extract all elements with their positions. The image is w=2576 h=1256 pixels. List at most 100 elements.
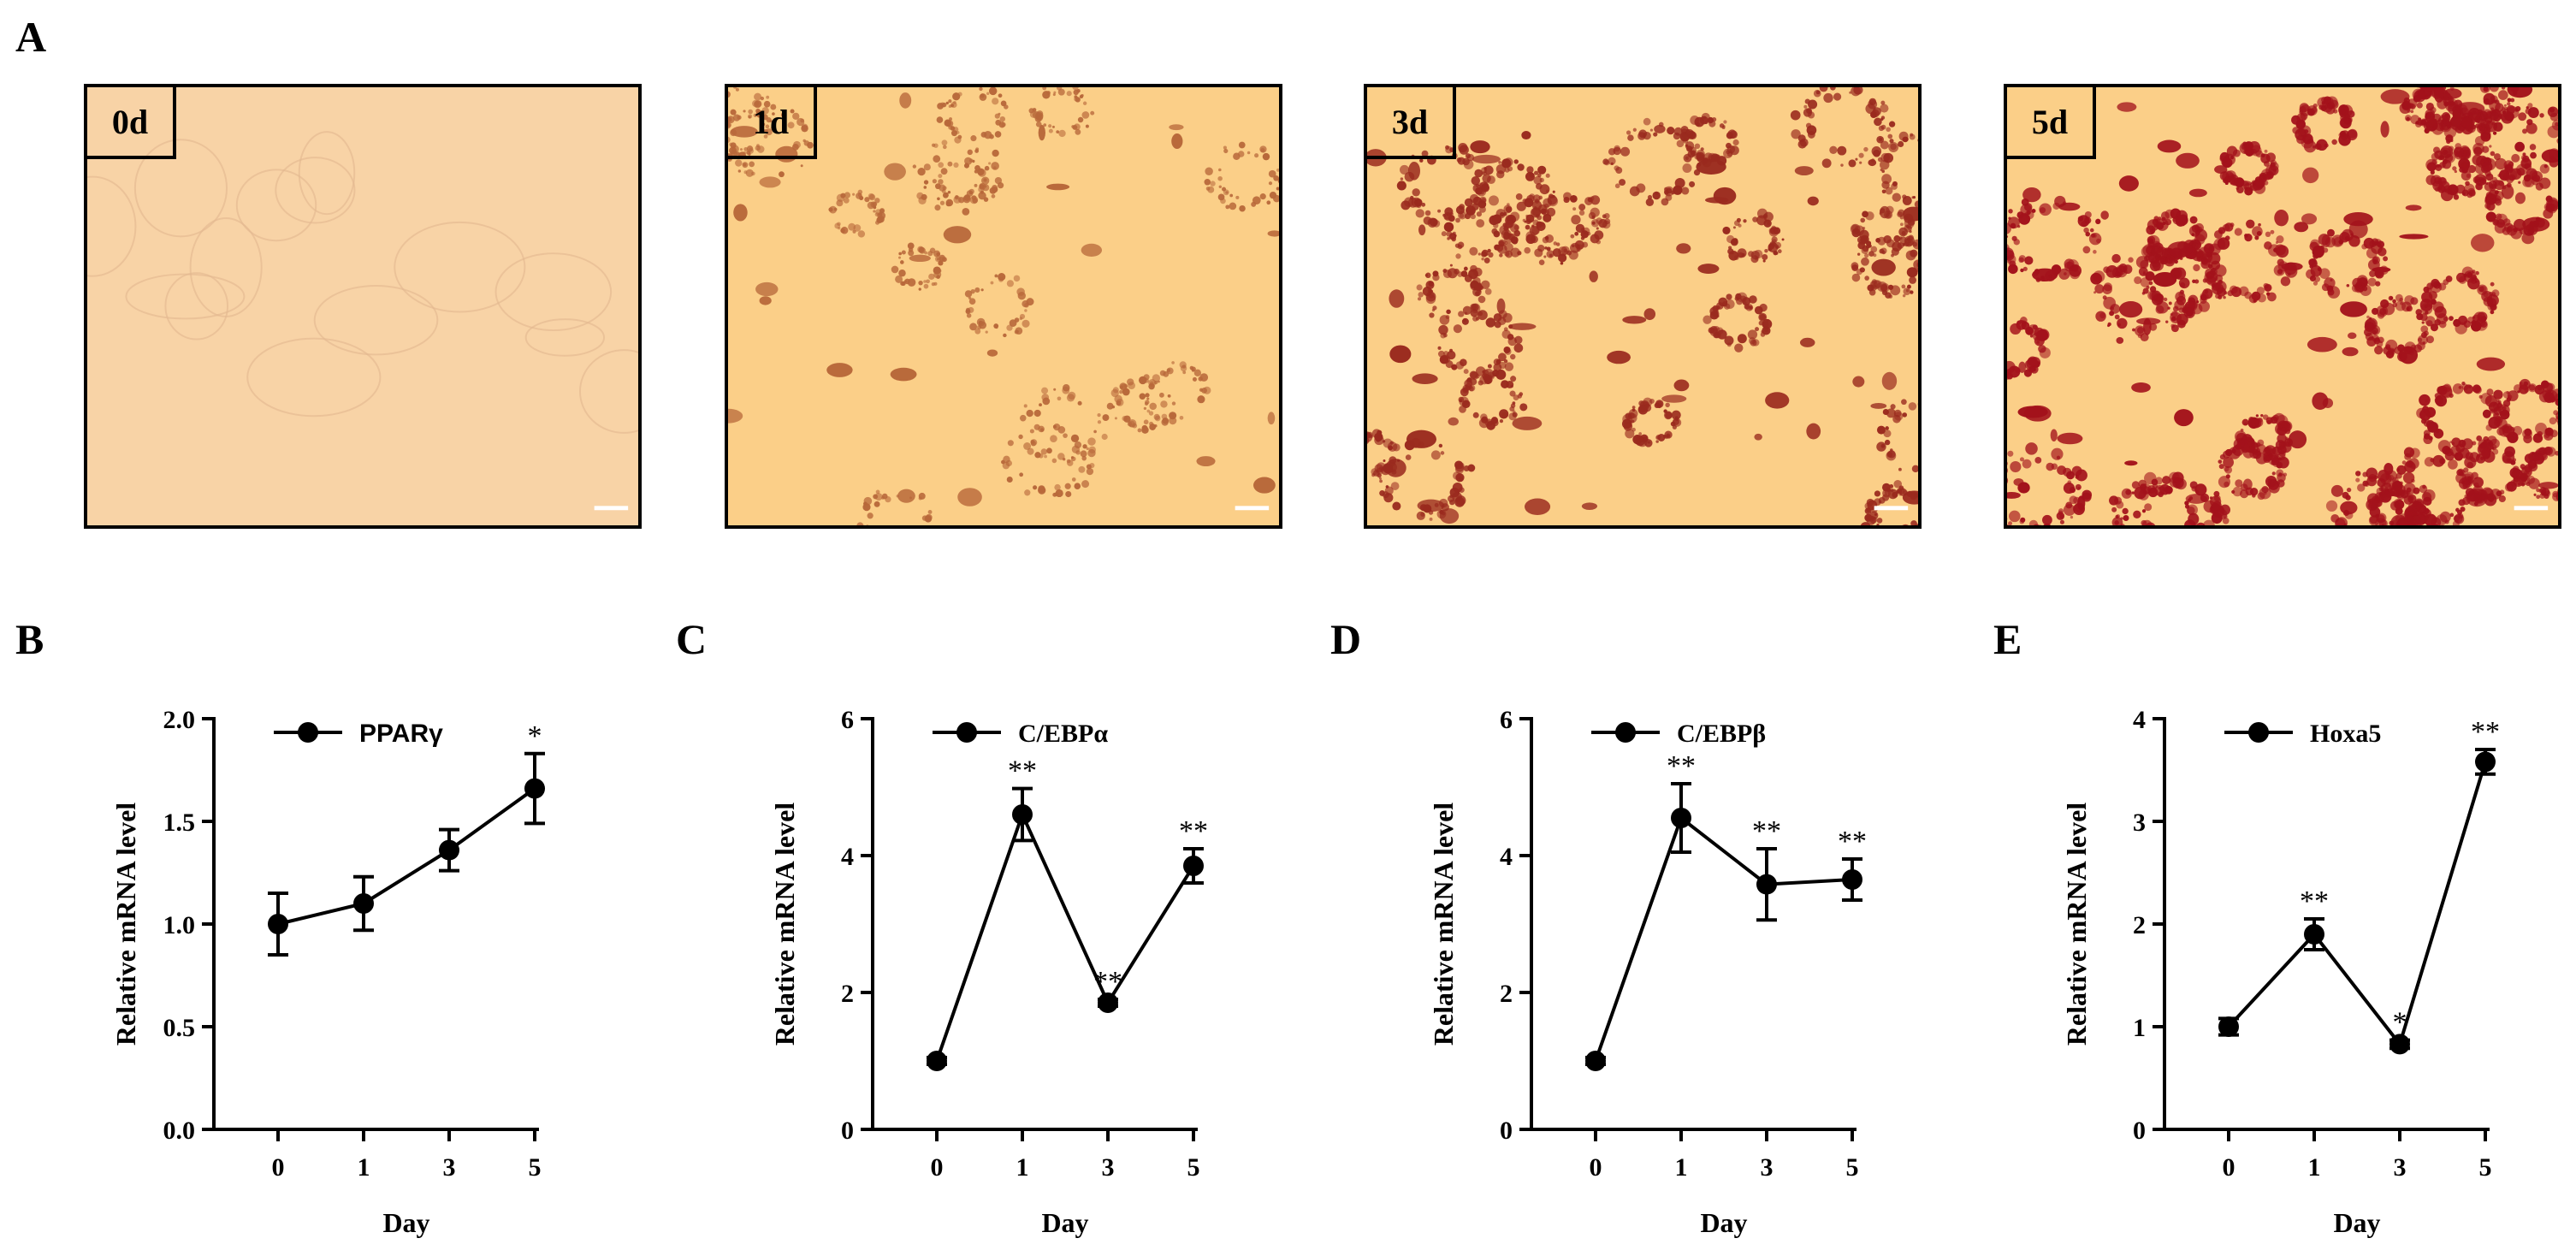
- lipid-droplet: [2526, 122, 2538, 134]
- lipid-droplet: [2102, 295, 2107, 300]
- lipid-droplet: [1217, 193, 1225, 201]
- lipid-droplet: [2478, 394, 2483, 399]
- lipid-droplet: [2200, 259, 2211, 270]
- y-tick-label: 1: [2133, 1014, 2146, 1042]
- lipid-droplet: [857, 230, 866, 238]
- lipid-droplet: [2223, 457, 2235, 468]
- y-tick-label: 2.0: [163, 706, 196, 734]
- lipid-droplet: [938, 174, 943, 179]
- lipid-droplet: [1459, 204, 1466, 210]
- lipid-droplet: [2243, 142, 2253, 151]
- lipid-droplet: [728, 116, 732, 122]
- lipid-droplet: [1576, 247, 1581, 252]
- lipid-droplet: [1614, 183, 1620, 189]
- stain-blob: [1521, 131, 1531, 140]
- lipid-droplet: [1119, 390, 1123, 394]
- lipid-droplet: [1262, 152, 1270, 161]
- lipid-droplet: [1139, 378, 1144, 383]
- lipid-droplet: [1022, 319, 1030, 328]
- data-point: [353, 893, 374, 914]
- lipid-droplet: [2235, 479, 2243, 488]
- lipid-droplet: [1543, 255, 1547, 258]
- stain-blob: [1868, 159, 1877, 167]
- lipid-droplet: [2392, 299, 2396, 304]
- lipid-droplet: [2487, 298, 2497, 308]
- lipid-droplet: [1869, 281, 1878, 288]
- lipid-droplet: [874, 212, 879, 217]
- stain-blob: [1871, 258, 1896, 276]
- lipid-droplet: [2555, 450, 2558, 456]
- lipid-droplet: [2406, 116, 2410, 121]
- lipid-droplet: [1546, 207, 1556, 217]
- cell-outline: [133, 139, 228, 238]
- lipid-droplet: [2423, 286, 2430, 293]
- lipid-droplet: [1415, 209, 1424, 218]
- lipid-droplet: [2423, 430, 2431, 437]
- lipid-droplet: [1481, 249, 1489, 257]
- lipid-droplet: [1043, 123, 1047, 127]
- lipid-droplet: [2292, 127, 2300, 134]
- lipid-droplet: [2123, 514, 2129, 521]
- lipid-droplet: [2228, 447, 2241, 459]
- lipid-droplet: [2455, 322, 2467, 335]
- data-point: [1671, 808, 1691, 828]
- lipid-droplet: [2485, 211, 2496, 222]
- lipid-droplet: [2490, 111, 2499, 121]
- lipid-droplet: [2196, 300, 2200, 304]
- lipid-droplet: [1861, 246, 1869, 255]
- lipid-droplet: [2468, 477, 2474, 483]
- lipid-droplet: [928, 273, 935, 280]
- lipid-droplet: [800, 164, 803, 168]
- lipid-droplet: [1443, 333, 1448, 338]
- micrograph-5d: 5d: [2004, 84, 2561, 529]
- stain-blob: [2470, 234, 2495, 252]
- lipid-droplet: [2093, 291, 2097, 294]
- lipid-droplet: [1916, 262, 1918, 268]
- y-tick-label: 6: [841, 706, 854, 734]
- lipid-droplet: [1724, 335, 1734, 346]
- lipid-droplet: [1703, 315, 1712, 324]
- lipid-droplet: [1114, 417, 1117, 420]
- lipid-droplet: [2336, 517, 2348, 525]
- stain-blob: [899, 92, 912, 109]
- lipid-droplet: [900, 260, 904, 264]
- lipid-droplet: [877, 216, 885, 223]
- lipid-droplet: [761, 107, 769, 115]
- lipid-droplet: [1766, 319, 1769, 323]
- lipid-droplet: [2255, 414, 2259, 418]
- lipid-droplet: [1552, 190, 1555, 193]
- lipid-droplet: [2276, 235, 2284, 244]
- lipid-droplet: [2200, 293, 2207, 301]
- lipid-droplet: [2333, 109, 2338, 114]
- lipid-droplet: [1914, 200, 1918, 209]
- lipid-droplet: [1459, 396, 1469, 406]
- lipid-droplet: [763, 134, 768, 139]
- lipid-droplet: [1775, 245, 1780, 250]
- lipid-droplet: [2036, 329, 2049, 341]
- lipid-droplet: [934, 256, 941, 263]
- lipid-droplet: [2036, 341, 2040, 344]
- stain-blob: [2322, 398, 2334, 409]
- lipid-droplet: [1090, 110, 1095, 116]
- lipid-droplet: [2378, 489, 2392, 503]
- y-tick-label: 2: [2133, 911, 2146, 939]
- y-axis-label: Relative mRNA level: [2061, 803, 2092, 1046]
- lipid-droplet: [2549, 417, 2557, 425]
- lipid-droplet: [2507, 226, 2513, 232]
- lipid-droplet: [2443, 151, 2456, 163]
- lipid-droplet: [1169, 412, 1177, 420]
- lipid-droplet: [1880, 152, 1890, 163]
- lipid-droplet: [2163, 297, 2168, 302]
- lipid-droplet: [1493, 230, 1501, 238]
- lipid-droplet: [2342, 130, 2349, 138]
- lipid-droplet: [998, 121, 1005, 128]
- lipid-droplet: [1480, 198, 1487, 204]
- y-tick-label: 4: [2133, 706, 2146, 734]
- lipid-droplet: [1570, 234, 1575, 239]
- lipid-droplet: [1513, 343, 1524, 353]
- lipid-droplet: [873, 205, 877, 210]
- lipid-droplet: [2021, 320, 2027, 326]
- stain-blob: [2077, 495, 2086, 511]
- lipid-droplet: [2007, 467, 2008, 474]
- lipid-droplet: [1377, 472, 1382, 478]
